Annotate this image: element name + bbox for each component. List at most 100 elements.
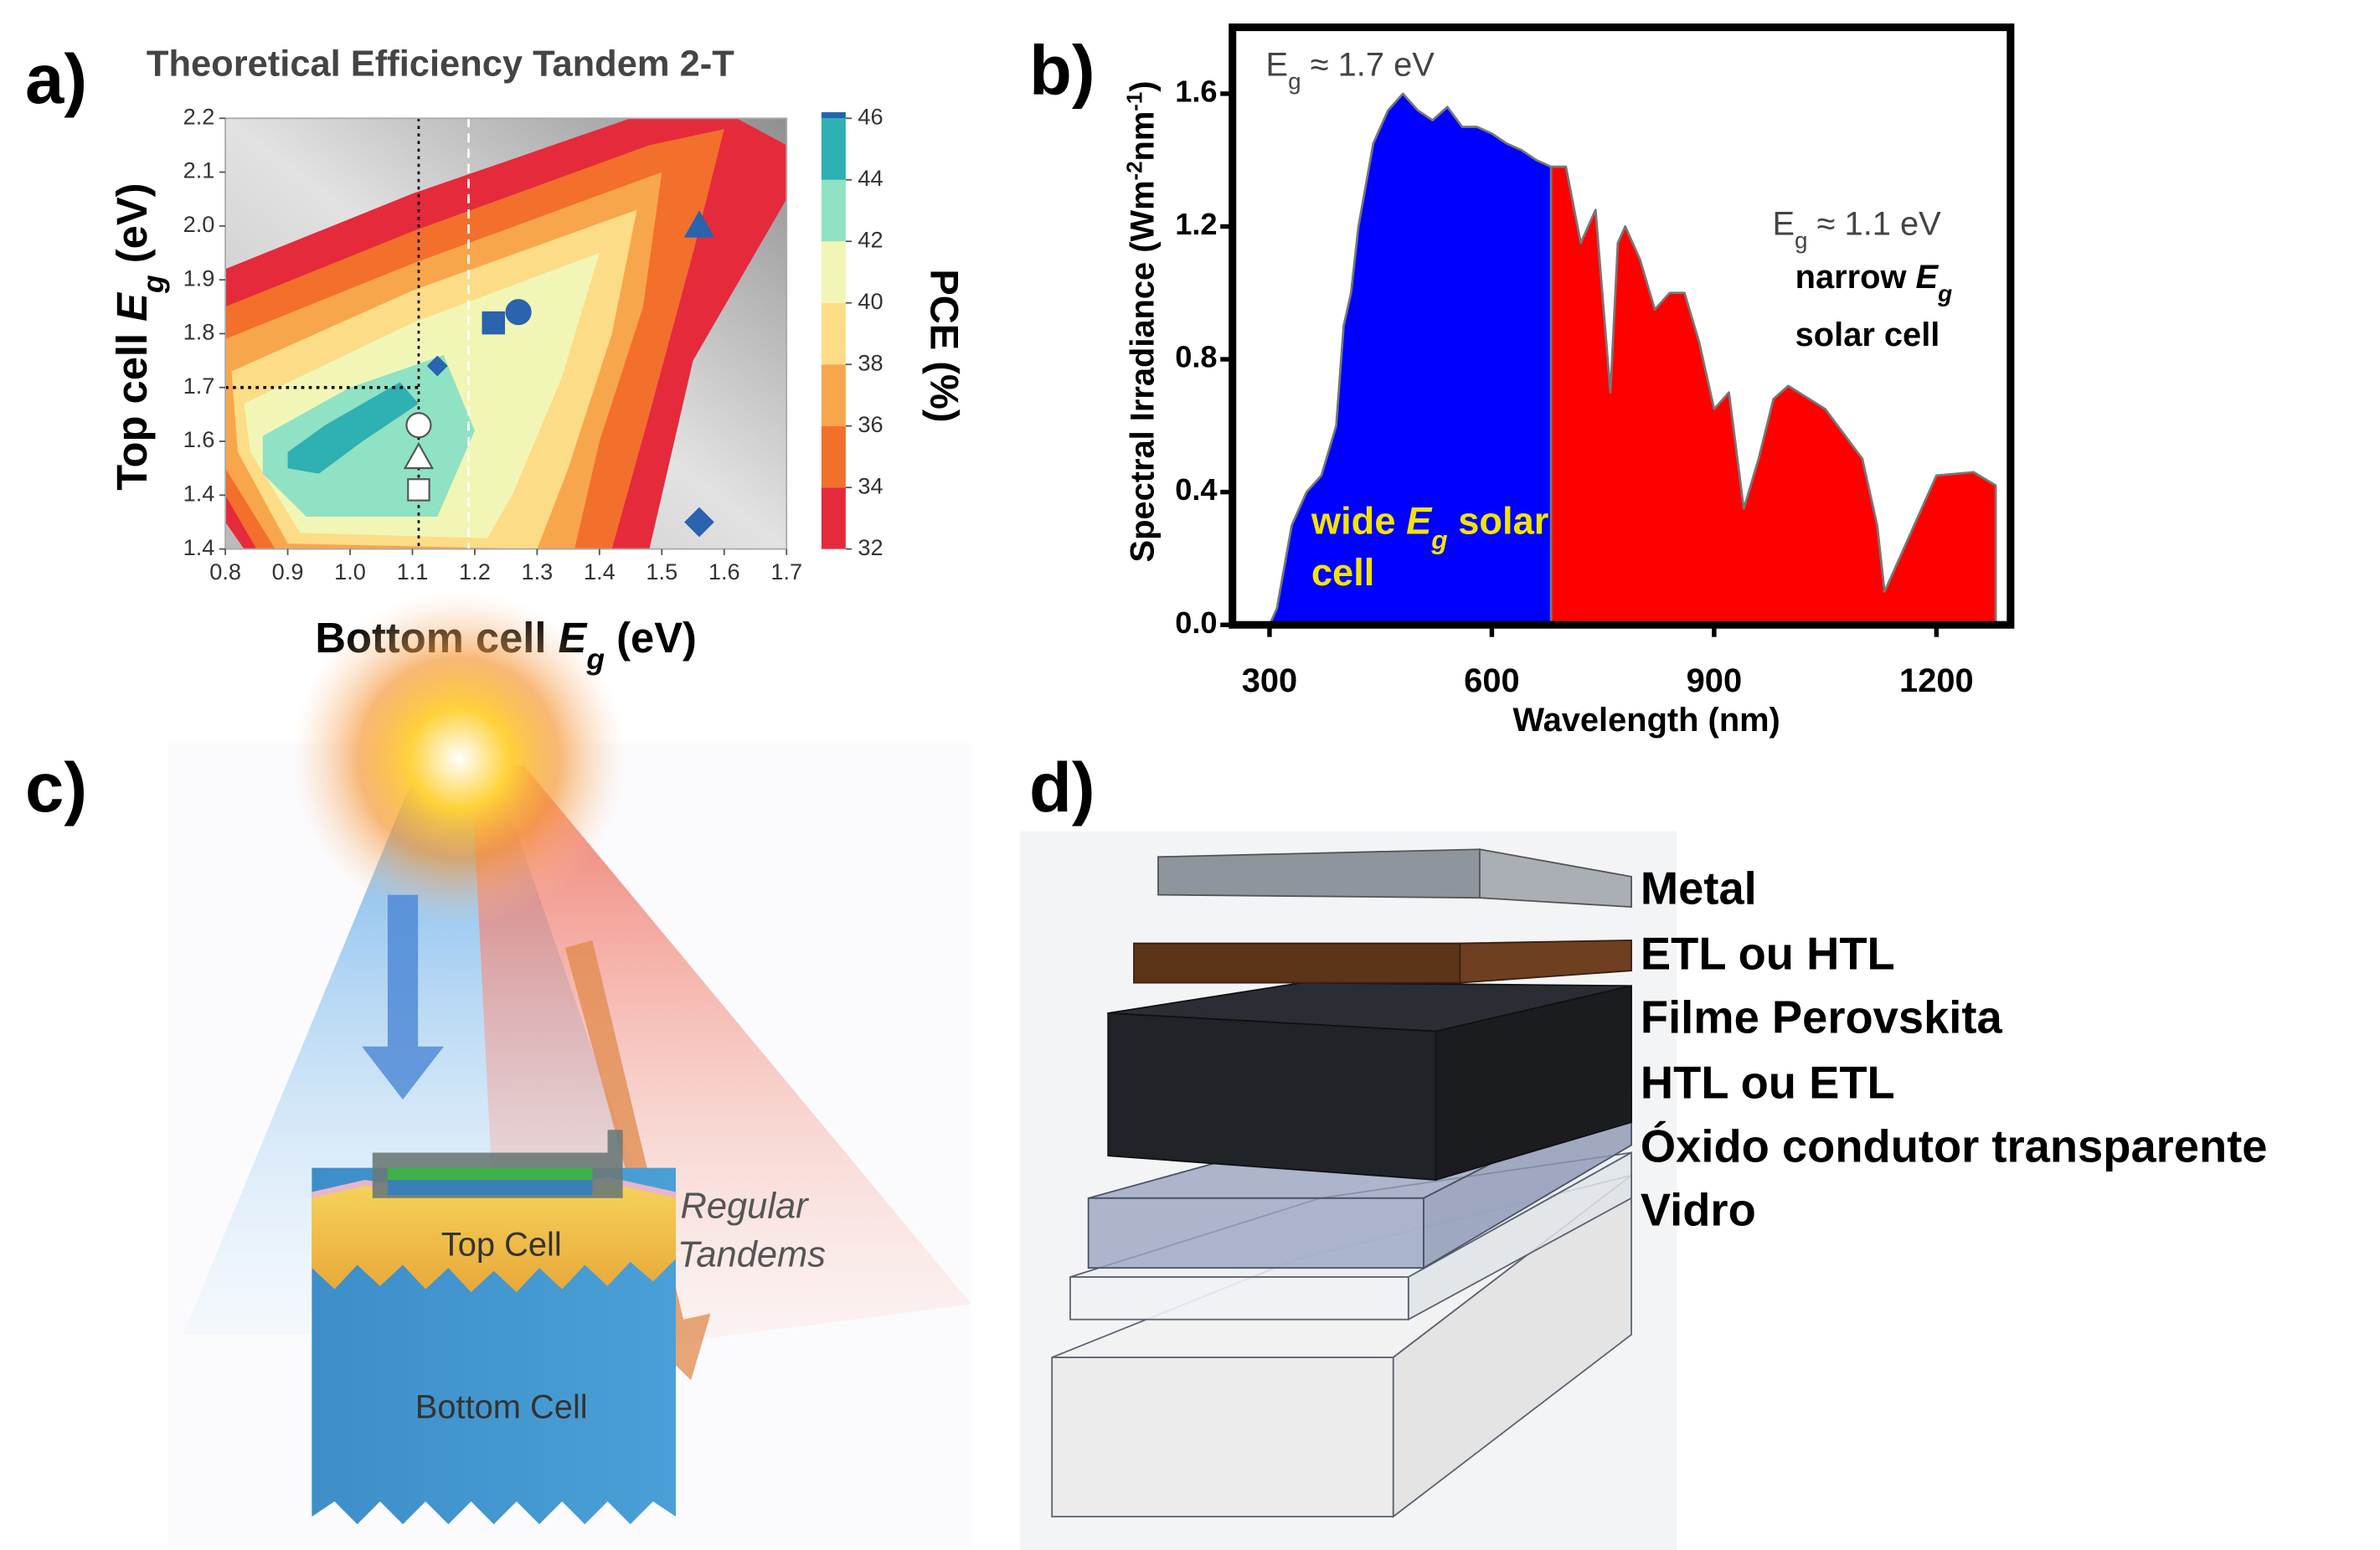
y-tick-label: 1.9 xyxy=(183,265,215,291)
colorbar-tick-label: 46 xyxy=(858,103,883,129)
x-tick-label: 600 xyxy=(1464,662,1519,699)
y-tick-label: 1.8 xyxy=(183,319,215,345)
colorbar-band xyxy=(822,364,846,425)
x-tick-label: 900 xyxy=(1687,662,1742,699)
colorbar-tick-label: 40 xyxy=(858,288,883,314)
label-part: g xyxy=(1937,281,1952,306)
x-tick-label: 1.3 xyxy=(522,559,554,584)
label-part: Top cell xyxy=(108,322,156,491)
page: { "panel_labels": ["a)", "b)", "c)", "d)… xyxy=(0,0,2380,1550)
colorbar-band xyxy=(822,487,846,548)
marker xyxy=(406,413,430,437)
diagram-label: Tandems xyxy=(677,1234,826,1275)
marker xyxy=(507,300,531,324)
layer-label: Metal xyxy=(1641,863,1757,914)
x-tick-label: 1.5 xyxy=(646,559,677,584)
y-tick-label: 0.4 xyxy=(1175,472,1217,507)
x-tick-label: 0.8 xyxy=(209,559,241,584)
colorbar-band xyxy=(822,180,846,241)
x-tick-label: 1.4 xyxy=(584,559,616,584)
panel-label: b) xyxy=(1029,31,1095,109)
label-part: g xyxy=(137,275,170,294)
colorbar-label: PCE (%) xyxy=(922,269,966,422)
diagram-label: Regular xyxy=(680,1186,809,1226)
label-part: nm xyxy=(1125,111,1162,162)
x-tick-label: 1.1 xyxy=(397,559,429,584)
label-part: wide xyxy=(1311,500,1406,543)
panel-label: a) xyxy=(25,40,87,118)
x-tick-label: 1.2 xyxy=(459,559,491,584)
x-tick-label: 1.6 xyxy=(708,559,740,584)
layer-label: Óxido condutor transparente xyxy=(1641,1120,2268,1172)
colorbar-band xyxy=(822,426,846,487)
y-tick-label: 1.6 xyxy=(1175,74,1217,108)
colorbar-tick-label: 44 xyxy=(858,165,883,191)
layer-label: ETL ou HTL xyxy=(1641,928,1895,979)
x-tick-label: 1200 xyxy=(1899,662,1974,699)
y-tick-label: 2.1 xyxy=(183,157,215,183)
colorbar-tick-label: 42 xyxy=(858,226,883,252)
label-part: E xyxy=(108,291,156,322)
label-part: (eV) xyxy=(605,614,697,662)
colorbar-band xyxy=(822,118,846,179)
y-tick-label: 0.8 xyxy=(1175,340,1217,374)
slab-perovskite xyxy=(1108,1013,1435,1180)
y-tick-label: 1.6 xyxy=(183,426,215,452)
tandem-illustration: Top Cell Bottom Cell Regular Tandems xyxy=(167,591,971,1547)
label-part: -1 xyxy=(1124,92,1147,111)
layer-label: HTL ou ETL xyxy=(1641,1057,1895,1108)
top-device-layer xyxy=(388,1168,593,1180)
layer-label: Filme Perovskita xyxy=(1641,991,2003,1043)
label-part: E xyxy=(1266,47,1289,84)
colorbar-band xyxy=(822,241,846,302)
y-tick-label: 1.4 xyxy=(183,481,215,507)
colorbar-band xyxy=(822,112,846,118)
slab-etl xyxy=(1134,944,1460,983)
label-part: g xyxy=(1430,525,1447,555)
sun xyxy=(292,591,626,924)
label-part: solar xyxy=(1448,500,1549,543)
y-axis-label: Top cell Eg (eV) xyxy=(108,183,170,490)
label-part: ) xyxy=(1125,80,1162,91)
colorbar-tick-label: 36 xyxy=(858,411,883,437)
y-tick-label: 1.7 xyxy=(183,373,215,399)
slab-metal xyxy=(1158,849,1480,898)
diagram-label: Top Cell xyxy=(441,1227,562,1264)
x-tick-label: 0.9 xyxy=(272,559,304,584)
layer-stack: Metal ETL ou HTL Filme Perovskita HTL ou… xyxy=(1020,832,2267,1550)
colorbar-tick-label: 38 xyxy=(858,349,883,375)
annotation: solar cell xyxy=(1795,317,1940,353)
x-tick-label: 300 xyxy=(1242,662,1297,699)
colorbar-tick-label: 34 xyxy=(858,472,883,498)
y-tick-label: 0.0 xyxy=(1175,605,1217,640)
colorbar-tick-label: 32 xyxy=(858,534,883,560)
x-tick-label: 1.7 xyxy=(770,559,802,584)
label-part: g xyxy=(1288,68,1301,94)
y-tick-label: 1.2 xyxy=(1175,207,1217,241)
marker xyxy=(408,479,429,500)
spectrum-plot: 300 600 900 1200 0.0 0.4 0.8 1.2 1.6 xyxy=(1175,28,2011,699)
label-part: -2 xyxy=(1124,161,1147,180)
layer-label: Vidro xyxy=(1641,1184,1756,1235)
x-axis-label: Wavelength (nm) xyxy=(1512,702,1780,739)
y-tick-label: 2.2 xyxy=(183,103,215,129)
label-part: E xyxy=(1406,500,1433,543)
x-tick-label: 1.0 xyxy=(334,559,366,584)
top-device-layer xyxy=(388,1180,593,1195)
label-part: E xyxy=(1772,206,1795,243)
annotation: cell xyxy=(1311,551,1375,594)
label-part: (eV) xyxy=(108,183,156,275)
panel-label: c) xyxy=(25,749,87,826)
slab-htl xyxy=(1089,1198,1424,1268)
marker xyxy=(483,312,504,333)
y-axis-label: Spectral Irradiance (Wm-2nm-1) xyxy=(1124,80,1162,562)
slab-glass xyxy=(1052,1357,1393,1517)
slab-tco xyxy=(1070,1277,1409,1320)
label-part: E xyxy=(1916,259,1940,296)
y-tick-label: 1.4 xyxy=(183,534,215,560)
label-part: narrow xyxy=(1795,259,1916,296)
colorbar-band xyxy=(822,303,846,364)
diagram-label: Bottom Cell xyxy=(415,1388,588,1425)
figure: a) b) c) d) Theoretical Efficiency Tande… xyxy=(0,0,2380,1550)
label-part: ≈ 1.7 eV xyxy=(1301,47,1435,84)
